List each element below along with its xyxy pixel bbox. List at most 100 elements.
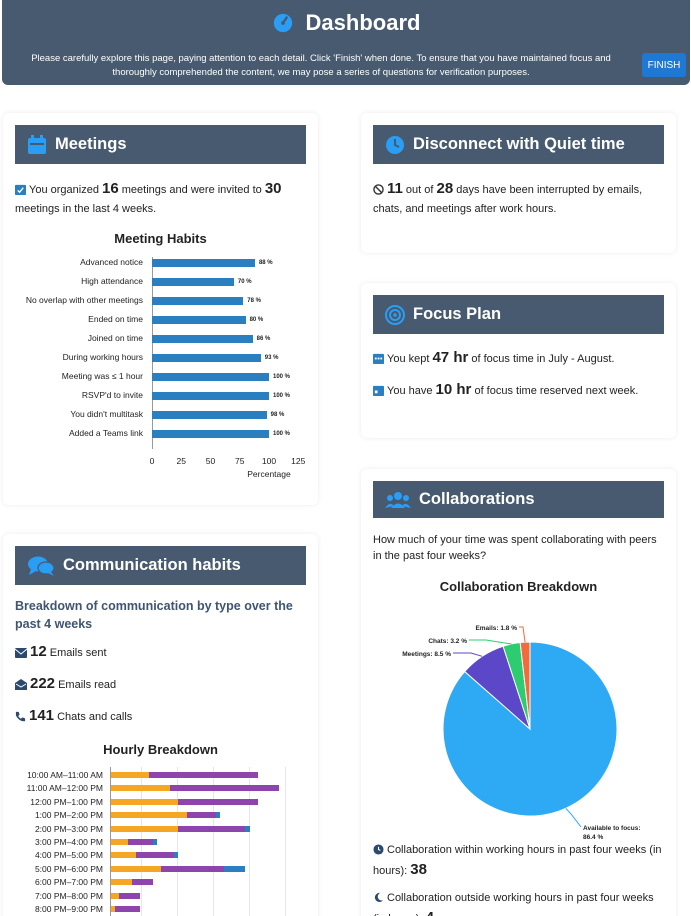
meeting-habits-bar: [152, 297, 244, 305]
pie-leader-line: [565, 807, 582, 828]
page-title-text: Dashboard: [305, 10, 421, 35]
hourly-axis-line: [110, 767, 111, 916]
meeting-habits-label: Meeting was ≤ 1 hour: [61, 371, 143, 381]
meetings-summary: You organized 16 meetings and were invit…: [15, 179, 310, 219]
meeting-habits-chart: Advanced notice 88 % High attendance 70 % No…: [3, 113, 318, 505]
pie-slice: [519, 641, 531, 730]
hourly-label: 1:00 PM–2:00 PM: [34, 810, 103, 821]
hourly-bar-meetings: [111, 812, 187, 819]
quiet-text-post2: chats, and meetings after work hours.: [373, 203, 557, 215]
collab-outside-text: Collaboration outside working hours in p…: [373, 892, 654, 916]
meetings-text-pre: You organized: [29, 184, 102, 196]
envelope-open-icon: [15, 679, 27, 690]
meeting-habits-value: 78 %: [247, 298, 261, 304]
meeting-habits-value: 80 %: [249, 317, 264, 323]
hourly-bar-meetings: [111, 825, 179, 832]
hourly-label: 6:00 PM–7:00 PM: [34, 877, 103, 888]
meeting-habits-label: Added a Teams link: [68, 428, 143, 438]
hourly-label: 5:00 PM–6:00 PM: [34, 863, 103, 874]
meeting-habits-bar: [152, 430, 269, 438]
meeting-habits-label: You didn't multitask: [70, 409, 143, 419]
meeting-habits-bar: [152, 335, 253, 343]
meeting-habits-axis-line: [152, 257, 153, 449]
hourly-bar-emails: [153, 839, 158, 845]
pie-label: Meetings: 8.5 %: [402, 651, 451, 658]
focus-line1-val: 47 hr: [432, 349, 469, 366]
hourly-gridline: [249, 767, 250, 916]
hourly-bar-emails: [174, 852, 179, 859]
quiet-text-post1: days have been interrupted by emails,: [453, 184, 643, 196]
hourly-breakdown-title: Hourly Breakdown: [103, 742, 218, 757]
meeting-habits-tick: 50: [205, 456, 216, 466]
meeting-habits-value: 100 %: [273, 431, 291, 437]
meeting-habits-tick: 100: [261, 456, 277, 466]
meeting-habits-xlabel: Percentage: [247, 469, 291, 479]
clock-small-icon: [373, 844, 384, 855]
meetings-organized: 16: [102, 180, 119, 197]
meetings-title: Meetings: [55, 135, 127, 153]
focus-line-1: You kept 47 hr of focus time in July - A…: [373, 348, 668, 369]
calendar-small-icon: [373, 353, 384, 364]
meeting-habits-title: Meeting Habits: [114, 231, 207, 246]
collaborations-card: Collaborations How much of your time was…: [361, 469, 676, 916]
hourly-bar-chats: [127, 839, 153, 845]
meeting-habits-label: Ended on time: [88, 314, 143, 324]
meeting-habits-label: RSVP'd to invite: [81, 390, 143, 400]
hourly-bar-meetings: [111, 906, 116, 912]
quiet-days: 28: [436, 180, 454, 197]
comments-icon: [28, 556, 55, 576]
meetings-text-mid: meetings and were invited to: [118, 184, 265, 196]
hourly-bar-meetings: [111, 892, 120, 899]
pie-label: Emails: 1.8 %: [475, 625, 517, 632]
focus-line1-post: of focus time in July - August.: [468, 353, 615, 365]
pie-leader-line: [469, 639, 512, 645]
target-icon: [385, 304, 405, 325]
collab-within-val: 38: [410, 861, 427, 878]
hourly-label: 8:00 PM–9:00 PM: [34, 904, 103, 914]
hourly-bar-chats: [115, 906, 141, 912]
collaborations-header: Collaborations: [373, 481, 664, 518]
meeting-habits-bar: [152, 373, 269, 381]
hourly-label: 12:00 PM–1:00 PM: [30, 796, 103, 807]
hourly-breakdown-chart: 10:00 AM–11:00 AM 11:00 AM–12:00 PM 12:00 …: [3, 534, 318, 916]
collaboration-breakdown-title: Collaboration Breakdown: [439, 579, 598, 594]
hourly-bar-meetings: [111, 852, 137, 859]
meeting-habits-label: Advanced notice: [80, 257, 143, 267]
meeting-habits-label: High attendance: [81, 276, 143, 286]
focus-plan-card: Focus Plan You kept 47 hr of focus time …: [361, 283, 676, 438]
meeting-habits-bar: [152, 392, 269, 400]
quiet-time-card: Disconnect with Quiet time 11 out of 28 …: [361, 113, 676, 253]
quiet-time-title: Disconnect with Quiet time: [413, 135, 625, 153]
hourly-bar-emails: [224, 865, 246, 872]
meeting-habits-tick: 75: [235, 456, 245, 466]
meeting-habits-value: 100 %: [273, 374, 291, 380]
communication-subtitle: Breakdown of communication by type over …: [15, 599, 293, 631]
meeting-habits-tick: 0: [149, 456, 155, 466]
hourly-bar-chats: [136, 852, 174, 859]
hourly-label: 11:00 AM–12:00 PM: [26, 783, 103, 794]
hourly-gridline: [213, 767, 214, 916]
users-icon: [385, 491, 411, 508]
meetings-invited: 30: [264, 180, 282, 197]
pie-label: Chats: 3.2 %: [428, 638, 467, 645]
focus-line-2: You have 10 hr of focus time reserved ne…: [373, 380, 668, 401]
collab-within-text: Collaboration within working hours in pa…: [373, 844, 662, 877]
hourly-label: 2:00 PM–3:00 PM: [34, 823, 103, 834]
meeting-habits-value: 93 %: [264, 355, 279, 361]
quiet-interrupted: 11: [387, 180, 403, 197]
emails-read-count: 222: [30, 675, 56, 692]
hourly-bar-chats: [132, 879, 153, 886]
collaborations-title: Collaborations: [419, 490, 535, 508]
meeting-habits-label: Joined on time: [87, 333, 143, 343]
meeting-habits-bar: [152, 278, 234, 286]
communication-card: Communication habits Breakdown of commun…: [3, 534, 318, 916]
hourly-bar-chats: [119, 892, 141, 899]
calendar-day-icon: [373, 385, 384, 396]
calendar-check-icon: [15, 184, 26, 195]
phone-icon: [15, 711, 26, 722]
finish-button[interactable]: FINISH: [642, 53, 686, 77]
meetings-text-post: meetings in the last 4 weeks.: [15, 203, 157, 215]
meeting-habits-bar: [152, 316, 246, 324]
hourly-gridline: [285, 767, 286, 916]
collaboration-pie-chart: Available to focus: 86.4 % Meetings: 8.5 %…: [402, 625, 640, 839]
